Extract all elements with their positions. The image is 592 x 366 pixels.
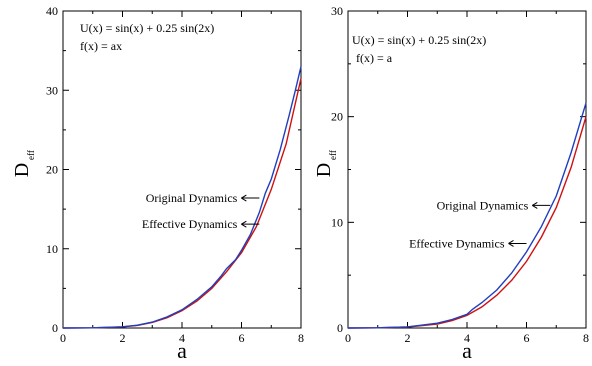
y-axis-label-right: D eff bbox=[313, 150, 338, 177]
y-tick-label: 20 bbox=[46, 163, 58, 177]
series-label-arrowhead bbox=[508, 240, 514, 247]
y-tick-label: 40 bbox=[46, 4, 58, 18]
series-label-arrowhead bbox=[241, 194, 247, 202]
series-label-original-dynamics-right: Original Dynamics bbox=[437, 198, 529, 212]
series-line-original-dynamics-left bbox=[62, 66, 302, 329]
chart-left: 0 2 4 6 8 0 10 20 30 40 Original Dynamics Effecti… bbox=[11, 4, 304, 363]
y-tick-label: 0 bbox=[337, 321, 343, 335]
x-ticks-right: 0 2 4 6 8 bbox=[345, 11, 589, 345]
y-axis-label-left: D eff bbox=[11, 150, 36, 177]
y-tick-label: 20 bbox=[331, 110, 343, 124]
x-tick-label: 8 bbox=[298, 331, 304, 345]
series-label-original-dynamics-left: Original Dynamics bbox=[146, 191, 238, 205]
labels-left: Original Dynamics Effective Dynamics bbox=[142, 191, 260, 231]
x-tick-label: 2 bbox=[405, 331, 411, 345]
y-ticks-left: 0 10 20 30 40 bbox=[46, 4, 301, 335]
y-tick-label: 30 bbox=[46, 83, 58, 97]
x-tick-label: 4 bbox=[464, 331, 470, 345]
series-label-effective-dynamics-left: Effective Dynamics bbox=[142, 217, 238, 231]
y-ticks-right: 0 10 20 30 bbox=[331, 4, 586, 335]
series-label-arrowhead bbox=[241, 220, 247, 228]
annotation-potential-left: U(x) = sin(x) + 0.25 sin(2x) bbox=[80, 21, 214, 35]
y-axis-label-sub-right: eff bbox=[328, 150, 338, 160]
plot-frame-left bbox=[62, 10, 302, 329]
y-axis-label-main-right: D bbox=[313, 163, 335, 177]
annotation-force-right: f(x) = a bbox=[356, 51, 393, 65]
labels-right: Original Dynamics Effective Dynamics bbox=[409, 198, 551, 250]
y-tick-label: 0 bbox=[52, 321, 58, 335]
y-tick-label: 10 bbox=[331, 215, 343, 229]
x-tick-label: 4 bbox=[179, 331, 185, 345]
annotation-force-left: f(x) = ax bbox=[80, 39, 122, 53]
x-axis-label-right: a bbox=[462, 338, 472, 363]
series-label-arrowhead bbox=[532, 201, 538, 209]
chart-right: 0 2 4 6 8 0 10 20 30 Original Dynamics Effective… bbox=[313, 4, 589, 363]
x-tick-label: 0 bbox=[345, 331, 351, 345]
series-right bbox=[347, 102, 587, 329]
series-left bbox=[62, 66, 302, 329]
series-line-effective-dynamics-right bbox=[347, 116, 587, 329]
x-tick-label: 6 bbox=[524, 331, 530, 345]
series-line-original-dynamics-right bbox=[347, 102, 587, 329]
x-tick-label: 0 bbox=[60, 331, 66, 345]
y-axis-label-sub-left: eff bbox=[26, 150, 36, 160]
x-tick-label: 2 bbox=[120, 331, 126, 345]
x-axis-label-left: a bbox=[177, 338, 187, 363]
x-ticks-left: 0 2 4 6 8 bbox=[60, 11, 304, 345]
series-label-effective-dynamics-right: Effective Dynamics bbox=[409, 236, 505, 250]
annotation-potential-right: U(x) = sin(x) + 0.25 sin(2x) bbox=[352, 33, 486, 47]
x-tick-label: 6 bbox=[239, 331, 245, 345]
y-tick-label: 30 bbox=[331, 4, 343, 18]
x-tick-label: 8 bbox=[583, 331, 589, 345]
y-axis-label-main-left: D bbox=[11, 163, 33, 177]
y-tick-label: 10 bbox=[46, 242, 58, 256]
